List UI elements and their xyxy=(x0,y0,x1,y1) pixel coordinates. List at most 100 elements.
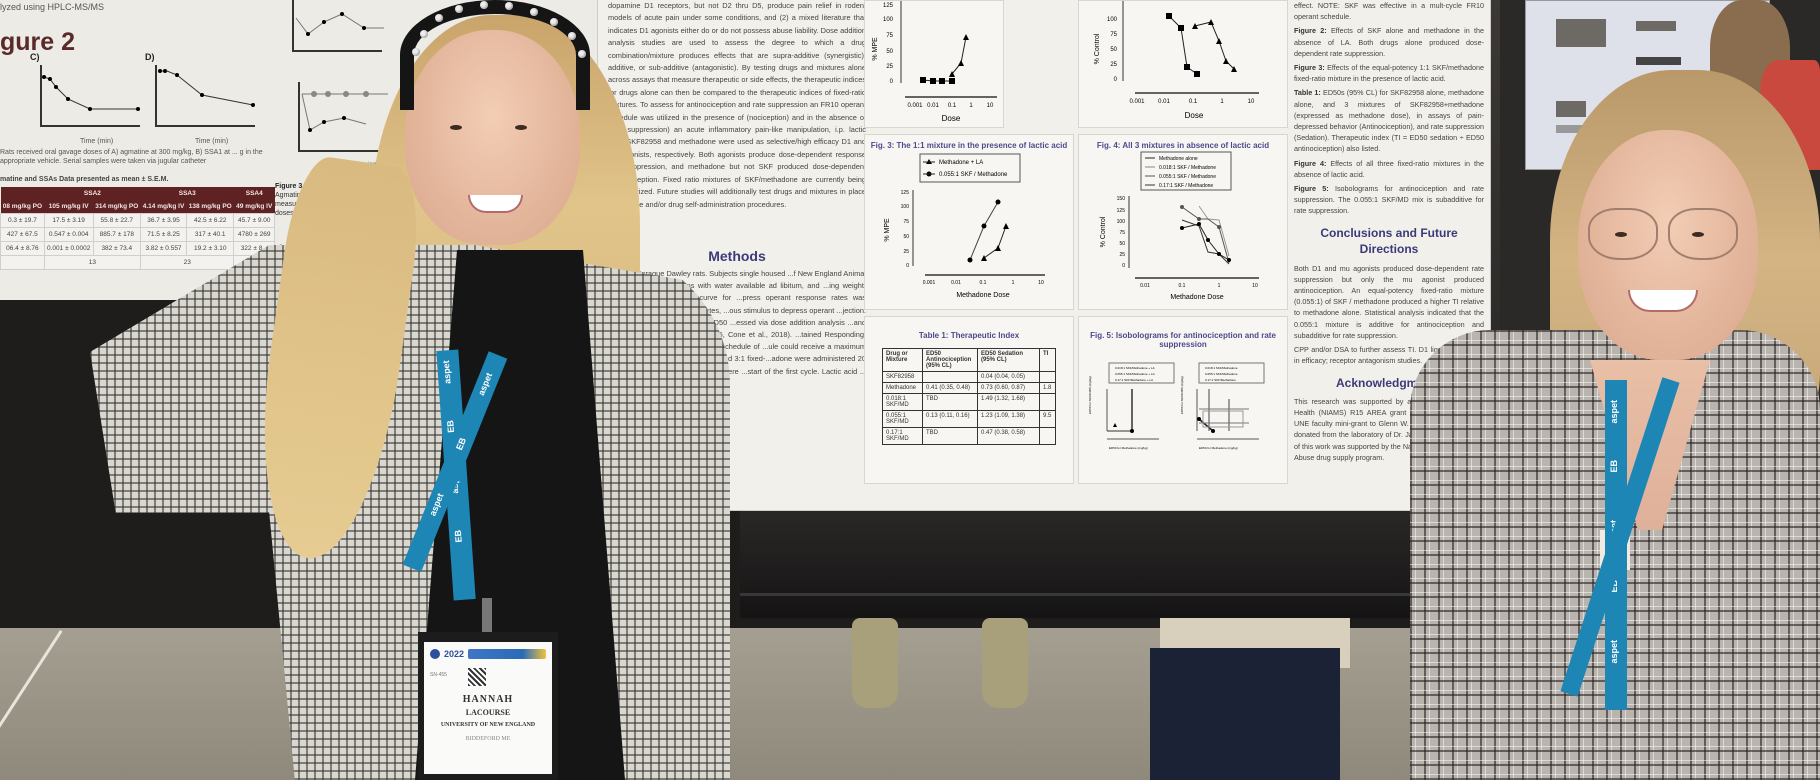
pearl xyxy=(550,18,558,26)
figure-3-panel: Fig. 3: The 1:1 mixture in the presence … xyxy=(864,134,1074,310)
svg-text:10: 10 xyxy=(1248,99,1255,105)
methods-heading: Methods xyxy=(708,248,766,264)
svg-text:75: 75 xyxy=(886,33,893,39)
svg-text:0.01: 0.01 xyxy=(1158,99,1170,105)
table-cell: 36.7 ± 3.95 xyxy=(140,213,187,228)
chart-fig4: Methadone alone 0.018:1 SKF / Methadone … xyxy=(1100,151,1259,301)
svg-text:0.17:1 SKF/Methadone: 0.17:1 SKF/Methadone xyxy=(1205,378,1236,382)
pearl xyxy=(435,14,443,22)
figure-5-panel: Fig. 5: Isobolograms for antinociception… xyxy=(1078,316,1288,484)
svg-text:0: 0 xyxy=(1114,77,1118,83)
badge-header: 2022 xyxy=(430,648,546,660)
table-row: 0.3 ± 19.7 17.5 ± 3.19 55.8 ± 22.7 36.7 … xyxy=(0,213,275,228)
table-cell: TBD xyxy=(922,393,978,411)
badge-year: 2022 xyxy=(444,649,465,659)
plot-c xyxy=(40,65,140,127)
svg-text:125: 125 xyxy=(1117,208,1126,214)
table-cell: 0.41 (0.35, 0.48) xyxy=(922,382,978,394)
text: Effects of the equal-potency 1:1 SKF/met… xyxy=(1294,63,1484,84)
table-cell: 0.547 ± 0.004 xyxy=(43,227,94,242)
table-row: 0.17:1 SKF/MD TBD 0.47 (0.38, 0.58) xyxy=(882,427,1056,445)
svg-text:1: 1 xyxy=(969,103,973,109)
table-cell: 317 ± 40.1 xyxy=(185,227,235,242)
badge-institution: UNIVERSITY OF NEW ENGLAND xyxy=(440,722,536,728)
label: Table 1: xyxy=(1294,88,1321,98)
table-cell: 1.8 xyxy=(1039,382,1056,394)
pearl xyxy=(455,5,463,13)
svg-text:0.1: 0.1 xyxy=(1189,99,1198,105)
svg-text:0.1: 0.1 xyxy=(1179,283,1186,289)
results-column: effect. NOTE: SKF was effective in a mul… xyxy=(1294,0,1484,466)
eye xyxy=(450,125,462,130)
svg-text:0: 0 xyxy=(890,79,894,85)
figure-control-dose: 100 75 50 25 0 % Control 0.001 0.01 0.1 … xyxy=(1078,0,1288,128)
svg-text:0: 0 xyxy=(1122,263,1125,269)
pearl xyxy=(578,50,586,58)
table-column-header: 4.14 mg/kg IV xyxy=(140,200,187,214)
svg-text:Dose: Dose xyxy=(1185,111,1204,120)
table-cell xyxy=(0,255,45,270)
svg-text:50: 50 xyxy=(886,49,893,55)
plot-label: D) xyxy=(145,52,155,62)
table-cell: 0.018:1 SKF/MD xyxy=(882,393,923,411)
table-group-header: SSA3 xyxy=(140,187,234,200)
figure-4-panel: Fig. 4: All 3 mixtures in absence of lac… xyxy=(1078,134,1288,310)
pearl xyxy=(505,2,513,10)
svg-text:Methadone + LA: Methadone + LA xyxy=(939,160,983,166)
figure-caption: Rats received oral gavage doses of A) ag… xyxy=(0,149,263,165)
qr-code-icon xyxy=(468,668,486,686)
conference-logo-icon xyxy=(430,649,440,659)
table-group-header: SSA2 xyxy=(44,187,141,200)
table-column-header: 105 mg/kg IV xyxy=(44,200,94,214)
results-figure4: Figure 4: Effects of all three fixed-rat… xyxy=(1294,158,1484,180)
conclusions-heading: Conclusions and Future Directions xyxy=(1320,225,1458,256)
svg-text:0.001: 0.001 xyxy=(1129,99,1145,105)
table-column-header: 314 mg/kg PO xyxy=(93,200,141,214)
name-badge: 2022 SN-455 HANNAH LACOURSE UNIVERSITY O… xyxy=(418,632,558,780)
table-column-header: 138 mg/kg PO xyxy=(186,200,234,214)
svg-text:10: 10 xyxy=(1038,280,1044,286)
table-cell: Methadone xyxy=(882,382,923,394)
table-header: ED50 Sedation (95% CL) xyxy=(977,348,1040,372)
table-cell: 427 ± 67.5 xyxy=(0,227,45,242)
text: Isobolograms for antinociception and rat… xyxy=(1294,184,1484,216)
svg-text:50: 50 xyxy=(1110,47,1117,53)
table-cell: 06.4 ± 8.76 xyxy=(0,241,45,256)
badge-location: BIDDEFORD ME xyxy=(465,736,511,742)
pearl xyxy=(420,30,428,38)
svg-text:ED50 for SKF82958 (mg/kg): ED50 for SKF82958 (mg/kg) xyxy=(1180,376,1184,414)
table-cell: 0.17:1 SKF/MD xyxy=(882,427,923,445)
pk-table: SSA2 SSA3 SSA4 08 mg/kg PO 105 mg/kg IV … xyxy=(0,187,275,270)
table-1-panel: Table 1: Therapeutic Index Drug or Mixtu… xyxy=(864,316,1074,484)
svg-text:0.055:1 SKF / Methadone: 0.055:1 SKF / Methadone xyxy=(939,172,1008,178)
svg-text:0.055:1 SKF/Methadone + LA: 0.055:1 SKF/Methadone + LA xyxy=(1115,372,1155,376)
table-caption: matine and SSAs Data presented as mean ±… xyxy=(0,176,169,183)
fig3-plot-top xyxy=(292,0,384,52)
svg-text:1: 1 xyxy=(1218,283,1221,289)
lanyard-logo-text: EB xyxy=(445,419,457,434)
therapeutic-index-table: Drug or Mixture ED50 Antinociception (95… xyxy=(882,348,1056,445)
results-note: effect. NOTE: SKF was effective in a mul… xyxy=(1294,1,1484,22)
lanyard-logo-text: aspet xyxy=(1609,640,1619,664)
svg-text:100: 100 xyxy=(1117,219,1126,225)
svg-text:25: 25 xyxy=(1119,252,1125,258)
label: Figure 2: xyxy=(1294,26,1327,36)
table-cell: 0.04 (0.04, 0.05) xyxy=(977,371,1040,383)
badge-last-name: LACOURSE xyxy=(465,708,511,717)
person-left: aspet EB aspet EB aspet EB aspet 2022 SN… xyxy=(40,0,800,780)
table-column-header: 08 mg/kg PO xyxy=(0,200,45,214)
table-cell: 55.8 ± 22.7 xyxy=(92,213,142,228)
text: Effects of all three fixed-ratio mixture… xyxy=(1294,158,1485,179)
label: Figure 4: xyxy=(1294,158,1327,168)
table-1-title: Table 1: Therapeutic Index xyxy=(918,331,1020,340)
table-cell: 0.47 (0.38, 0.58) xyxy=(977,427,1040,445)
table-cell: TBD xyxy=(922,427,978,445)
table-header: ED50 Antinociception (95% CL) xyxy=(922,348,978,372)
svg-text:% MPE: % MPE xyxy=(872,37,879,61)
table-cell: 1.23 (1.09, 1.38) xyxy=(977,410,1040,428)
svg-text:25: 25 xyxy=(903,249,909,255)
svg-text:0.01: 0.01 xyxy=(927,103,939,109)
svg-text:Methadone alone: Methadone alone xyxy=(1159,156,1198,162)
pearl xyxy=(480,1,488,9)
lanyard-logo-text: EB xyxy=(452,529,464,543)
